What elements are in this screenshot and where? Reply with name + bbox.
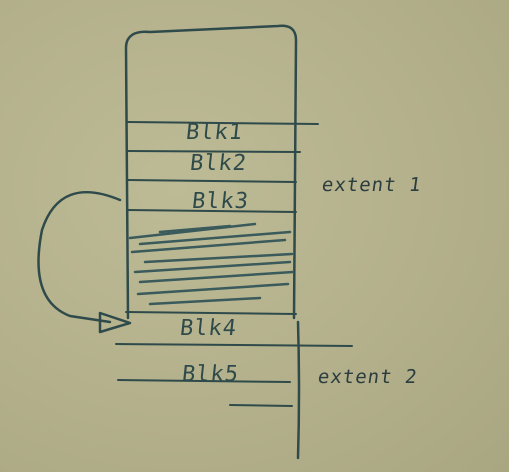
file-outline xyxy=(124,24,298,320)
jump-arrow xyxy=(37,191,122,324)
block-divider xyxy=(127,150,301,153)
extent-bracket xyxy=(296,320,301,460)
block-label-5: Blk5 xyxy=(180,362,241,387)
block-divider xyxy=(127,179,297,183)
block-divider xyxy=(127,209,297,213)
block-label-4: Blk4 xyxy=(178,316,239,341)
shaded-region xyxy=(128,222,295,306)
block-label-2: Blk2 xyxy=(188,151,249,176)
block-label-1: Blk1 xyxy=(184,120,245,145)
block-label-3: Blk3 xyxy=(190,189,251,214)
extent-label-1: extent 1 xyxy=(320,174,424,196)
block-divider xyxy=(115,343,353,347)
block-divider xyxy=(229,404,293,407)
block-divider xyxy=(125,311,297,315)
arrow-head xyxy=(98,311,132,334)
block-divider xyxy=(127,121,319,125)
extent-label-2: extent 2 xyxy=(316,366,420,388)
block-divider xyxy=(117,379,291,383)
